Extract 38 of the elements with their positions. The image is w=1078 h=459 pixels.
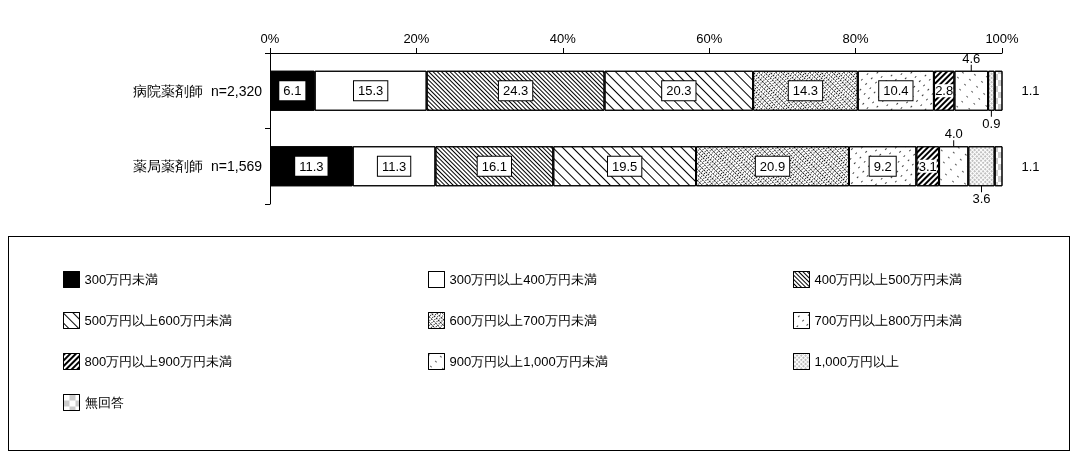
legend-label: 600万円以上700万円未満	[449, 313, 597, 328]
legend-label: 400万円以上500万円未満	[814, 272, 962, 287]
data-label: 24.3	[502, 83, 529, 99]
data-label: 11.3	[381, 158, 407, 174]
data-label: 20.3	[666, 83, 692, 99]
data-label: 11.3	[299, 158, 324, 174]
data-label: 1.1	[1021, 158, 1040, 174]
data-label: 3.6	[972, 191, 991, 207]
legend-label: 800万円以上900万円未満	[84, 354, 232, 369]
data-label: 3.1	[918, 158, 937, 174]
data-label: 14.3	[792, 83, 819, 99]
data-label: 4.6	[962, 50, 981, 66]
data-label: 16.1	[481, 158, 508, 174]
data-label: 15.3	[357, 83, 384, 99]
data-label: 4.0	[944, 126, 963, 142]
legend-label: 300万円未満	[84, 272, 159, 287]
x-tick-label: 20%	[403, 31, 430, 46]
x-tick-label: 100%	[985, 31, 1020, 46]
legend-label: 300万円以上400万円未満	[449, 272, 597, 287]
data-label: 20.9	[759, 158, 786, 174]
data-label: 9.2	[873, 158, 892, 174]
data-label: 0.9	[982, 115, 1001, 131]
data-label: 6.1	[283, 83, 302, 99]
y-tick-label: 薬局薬剤師 n=1,569	[133, 158, 263, 175]
data-label: 2.8	[935, 83, 954, 99]
legend-label: 無回答	[84, 395, 124, 410]
legend-label: 700万円以上800万円未満	[814, 313, 962, 328]
x-tick-label: 60%	[696, 31, 723, 46]
y-tick-label: 病院薬剤師 n=2,320	[133, 82, 263, 99]
data-label: 19.5	[612, 158, 638, 174]
legend-label: 1,000万円以上	[814, 354, 900, 369]
legend-label: 500万円以上600万円未満	[84, 313, 232, 328]
data-label: 10.4	[883, 83, 909, 99]
x-tick-label: 40%	[549, 31, 577, 46]
data-label: 1.1	[1021, 83, 1040, 99]
legend-label: 900万円以上1,000万円未満	[449, 354, 608, 369]
x-tick-label: 80%	[842, 31, 870, 46]
x-tick-label: 0%	[260, 31, 280, 46]
